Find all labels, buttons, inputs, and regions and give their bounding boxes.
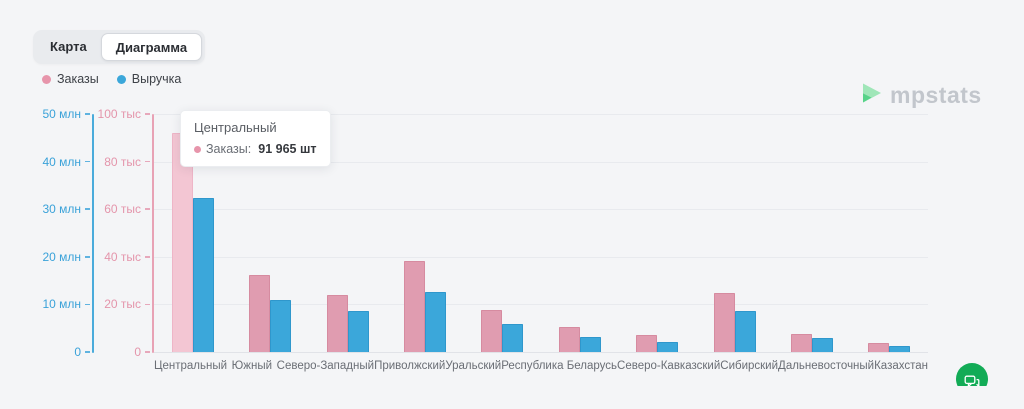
bar-group-4[interactable] (386, 114, 463, 352)
y-axis-tick: 0 (134, 345, 150, 359)
revenue-dot-icon (116, 74, 126, 84)
bar-orders[interactable] (481, 310, 503, 352)
legend-label-orders: Заказы (57, 72, 99, 86)
x-axis-label: Северо-Кавказский (617, 360, 721, 372)
bar-revenue[interactable] (270, 300, 292, 352)
bar-group-3[interactable] (309, 114, 386, 352)
mpstats-logo-text: mpstats (890, 82, 982, 108)
y-axis-tick: 100 тыс (98, 107, 150, 121)
y-axis-tick: 50 млн (42, 107, 90, 121)
bar-group-1[interactable] (154, 114, 231, 352)
bar-orders[interactable] (790, 334, 812, 352)
tooltip-series-label: Заказы: (206, 142, 252, 156)
bar-group-2[interactable] (231, 114, 308, 352)
tooltip-series-dot-icon (194, 145, 201, 153)
y-axis-tick: 0 (74, 345, 90, 359)
bar-orders[interactable] (249, 275, 271, 352)
bar-orders[interactable] (326, 295, 348, 352)
y-axis-tick: 10 млн (42, 297, 90, 311)
bar-revenue[interactable] (579, 337, 601, 352)
bar-group-7[interactable] (618, 114, 695, 352)
mpstats-logo: mpstats (858, 80, 982, 111)
bar-revenue[interactable] (734, 311, 756, 352)
gridline (154, 209, 928, 211)
x-axis-label: Северо-Западный (276, 360, 375, 372)
gridline (154, 256, 928, 258)
y-axis-tick: 60 тыс (104, 202, 150, 216)
chat-bubble-icon (964, 375, 980, 386)
bar-revenue[interactable] (657, 342, 679, 352)
tab-diagram[interactable]: Диаграмма (100, 33, 203, 61)
bar-group-5[interactable] (464, 114, 541, 352)
gridline (154, 304, 928, 306)
mpstats-play-icon (858, 80, 884, 111)
bar-group-9[interactable] (773, 114, 850, 352)
tooltip-value: 91 965 шт (258, 142, 317, 156)
y-axis-tick: 40 тыс (104, 250, 150, 264)
y-axis-tick: 20 тыс (104, 297, 150, 311)
tooltip-title: Центральный (194, 120, 277, 135)
bar-group-8[interactable] (696, 114, 773, 352)
y-axis-tick: 30 млн (42, 202, 90, 216)
x-axis-line (154, 352, 928, 353)
y-axis-line-orders (152, 114, 154, 353)
x-axis-label: Республика Беларусь (501, 360, 618, 372)
x-axis-label: Сибирский (720, 360, 779, 372)
legend-item-revenue[interactable]: Выручка (116, 72, 182, 86)
bar-revenue[interactable] (424, 292, 446, 352)
bar-group-6[interactable] (541, 114, 618, 352)
bar-revenue[interactable] (347, 311, 369, 352)
view-switcher: Карта Диаграмма (33, 30, 206, 64)
orders-dot-icon (42, 74, 51, 84)
x-axis-label: Центральный (154, 360, 228, 372)
bar-revenue[interactable] (502, 324, 524, 352)
chart-legend: Заказы Выручка (42, 72, 181, 86)
gridline (154, 114, 928, 115)
tab-map[interactable]: Карта (36, 33, 101, 61)
bar-orders[interactable] (636, 334, 658, 352)
x-axis-label: Уральский (445, 360, 502, 372)
x-axis-label: Южный (231, 360, 273, 372)
y-axis-orders: 100 тыс 80 тыс 60 тыс 40 тыс 20 тыс 0 (84, 107, 150, 359)
chart-tooltip: Центральный Заказы: 91 965 шт (180, 110, 331, 167)
bar-revenue[interactable] (889, 345, 911, 352)
bar-group-10[interactable] (851, 114, 928, 352)
y-axis-revenue: 50 млн 40 млн 30 млн 20 млн 10 млн 0 (18, 107, 90, 359)
bar-orders[interactable] (558, 326, 580, 352)
bar-orders[interactable] (713, 293, 735, 352)
y-axis-tick: 20 млн (42, 250, 90, 264)
bar-revenue[interactable] (192, 197, 214, 352)
bar-revenue[interactable] (811, 337, 833, 352)
x-axis-labels: Центральный Южный Северо-Западный Приволжск… (154, 360, 928, 372)
y-axis-tick: 80 тыс (104, 155, 150, 169)
plot-area (154, 114, 928, 352)
x-axis-label: Приволжский (374, 360, 446, 372)
x-axis-label: Казахстан (874, 360, 928, 372)
y-axis-line-revenue (92, 114, 94, 353)
x-axis-label: Дальневосточный (778, 360, 875, 372)
gridline (154, 161, 928, 163)
chat-widget (956, 363, 990, 386)
y-axis-tick: 40 млн (42, 155, 90, 169)
chat-widget-button[interactable] (956, 363, 988, 386)
legend-item-orders[interactable]: Заказы (42, 72, 99, 86)
bar-orders[interactable] (403, 261, 425, 352)
legend-label-revenue: Выручка (131, 72, 182, 86)
bar-orders[interactable] (868, 342, 890, 352)
